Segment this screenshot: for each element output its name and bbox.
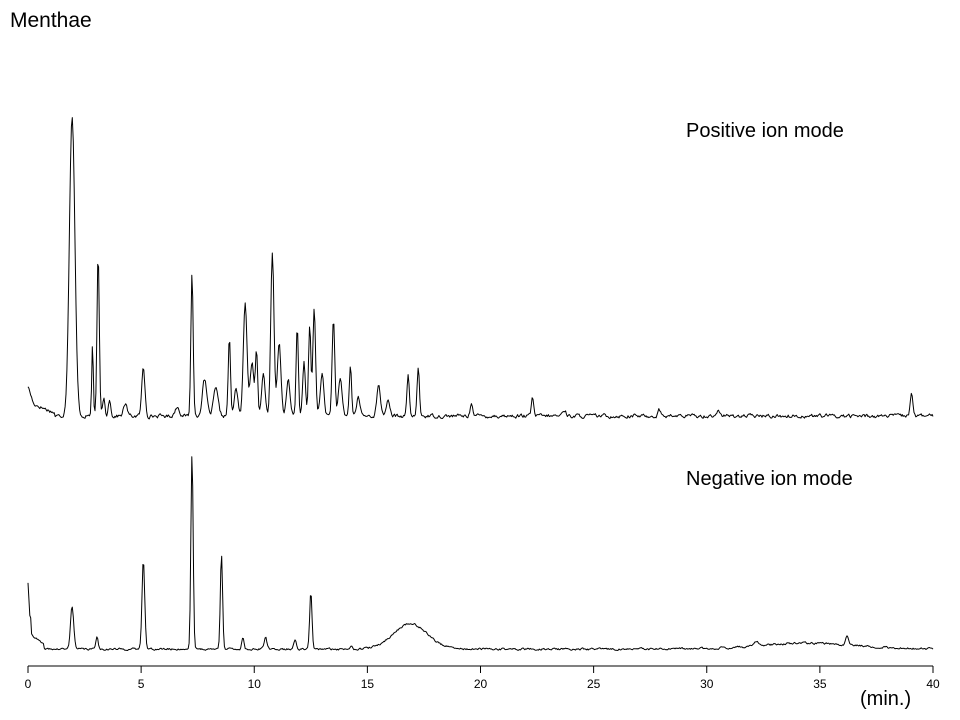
x-tick-label: 20	[474, 677, 488, 691]
x-tick-label: 10	[248, 677, 262, 691]
positive-ion-mode-trace	[27, 117, 934, 420]
x-axis-unit-label: (min.)	[860, 688, 911, 710]
negative-ion-mode-trace	[27, 456, 934, 651]
x-tick-label: 40	[926, 677, 940, 691]
positive-ion-mode-label: Positive ion mode	[686, 120, 844, 142]
x-axis-ticks: 0 5 10 15 20 25 30 35 40	[25, 666, 940, 691]
x-tick-label: 25	[587, 677, 601, 691]
x-tick-label: 30	[700, 677, 714, 691]
x-tick-label: 15	[361, 677, 375, 691]
chart-title: Menthae	[10, 9, 92, 32]
x-tick-label: 5	[138, 677, 145, 691]
negative-ion-mode-label: Negative ion mode	[686, 468, 853, 490]
x-tick-label: 0	[25, 677, 32, 691]
x-tick-label: 35	[813, 677, 827, 691]
